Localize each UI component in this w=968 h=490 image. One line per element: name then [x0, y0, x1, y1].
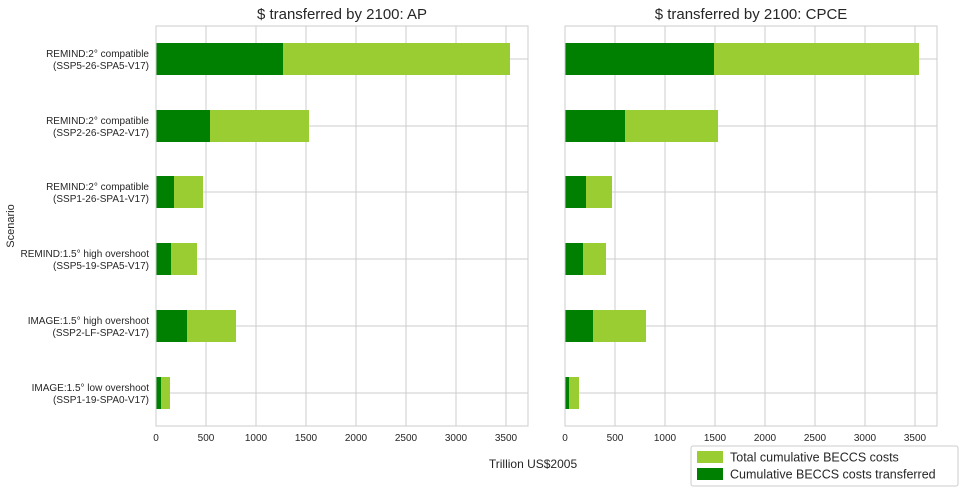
bar-transferred: [156, 310, 187, 342]
legend-label-transferred: Cumulative BECCS costs transferred: [730, 468, 936, 482]
x-tick-label: 0: [562, 433, 568, 444]
category-label: REMIND:2° compatible (SSP5-26-SPA5-V17): [46, 49, 149, 72]
category-label: IMAGE:1.5° low overshoot (SSP1-19-SPA0-V1…: [32, 383, 150, 406]
legend-label-total: Total cumulative BECCS costs: [730, 451, 899, 465]
legend-frame: [690, 445, 959, 487]
bar-transferred: [565, 243, 583, 275]
legend: Total cumulative BECCS costs Cumulative …: [690, 445, 959, 487]
x-tick-label: 1500: [295, 433, 318, 444]
x-tick-label: 3500: [904, 433, 927, 444]
category-label: REMIND:2° compatible (SSP2-26-SPA2-V17): [46, 116, 149, 139]
bar-transferred: [156, 110, 210, 142]
legend-swatch-total: [697, 451, 723, 463]
panel-1: $ transferred by 2100: AP 0 500 1000 1500 200…: [20, 6, 529, 444]
legend-swatch-transferred: [697, 468, 723, 480]
bar-transferred: [565, 310, 593, 342]
bar-transferred: [565, 43, 714, 75]
x-axis-label: Trillion US$2005: [489, 457, 578, 471]
bar-transferred: [565, 377, 569, 409]
category-label: REMIND:2° compatible (SSP1-26-SPA1-V17): [46, 182, 149, 205]
bar-transferred: [565, 176, 586, 208]
y-axis-label: Scenario: [5, 204, 17, 247]
axes-frame: [155, 25, 529, 427]
x-tick-label: 500: [198, 433, 215, 444]
axes-frame: [564, 25, 938, 427]
category-label: REMIND:1.5° high overshoot (SSP5-19-SPA5-…: [20, 249, 149, 272]
x-tick-label: 3500: [495, 433, 518, 444]
x-tick-label: 0: [153, 433, 159, 444]
bar-transferred: [156, 176, 174, 208]
x-tick-label: 2000: [345, 433, 368, 444]
panel-2: $ transferred by 2100: CPCE 0 500 1000 1500 2…: [562, 6, 938, 444]
chart-title: $ transferred by 2100: CPCE: [655, 6, 848, 23]
bar-transferred: [565, 110, 625, 142]
bar-transferred: [156, 377, 161, 409]
x-tick-label: 2000: [754, 433, 777, 444]
chart-title: $ transferred by 2100: AP: [257, 6, 427, 23]
x-tick-label: 1000: [654, 433, 677, 444]
x-tick-label: 3000: [445, 433, 468, 444]
bar-transferred: [156, 43, 283, 75]
x-tick-label: 1500: [704, 433, 727, 444]
x-tick-label: 2500: [804, 433, 827, 444]
x-tick-label: 2500: [395, 433, 418, 444]
x-tick-label: 3000: [854, 433, 877, 444]
x-tick-label: 500: [607, 433, 624, 444]
category-label: IMAGE:1.5° high overshoot (SSP2-LF-SPA2-V…: [28, 316, 150, 339]
x-tick-label: 1000: [245, 433, 268, 444]
bar-transferred: [156, 243, 171, 275]
